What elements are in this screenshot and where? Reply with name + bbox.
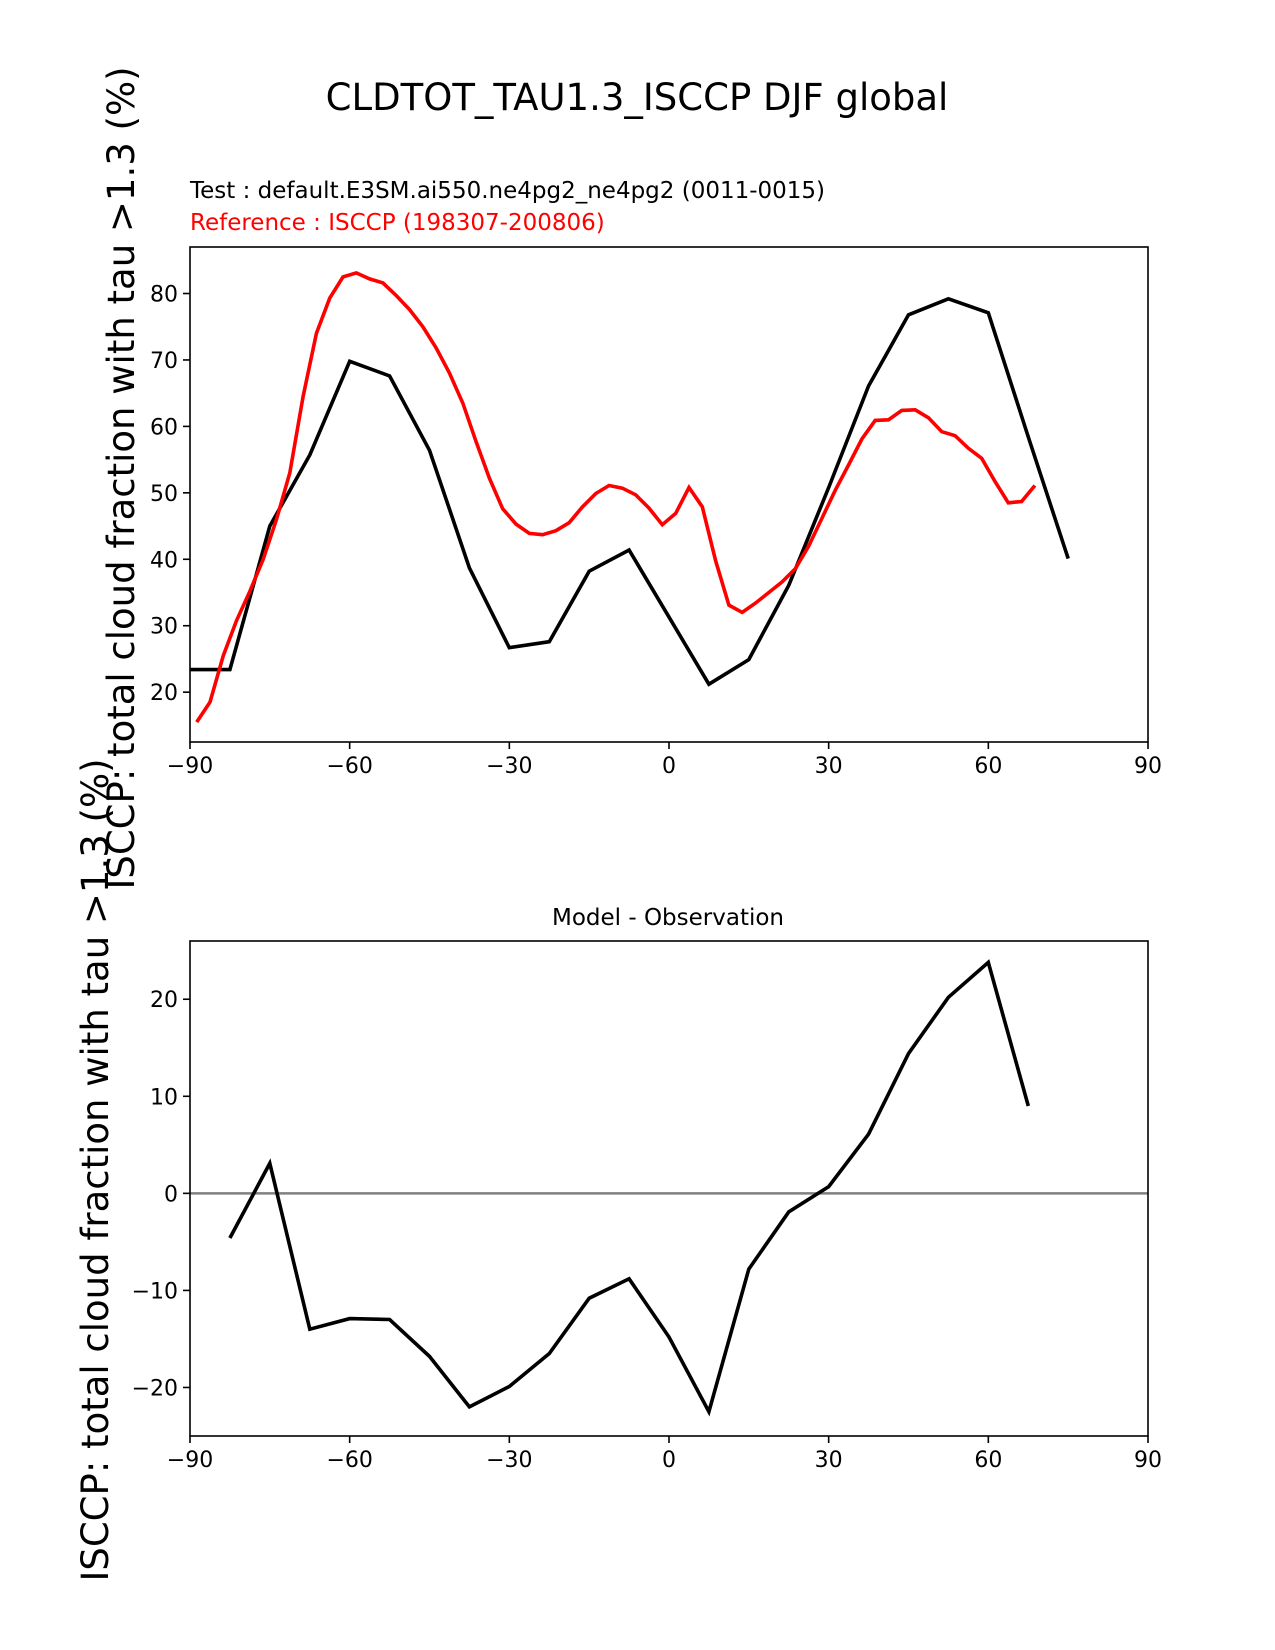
top-series-test <box>190 296 1070 687</box>
bottom-x-tick-label: −90 <box>167 1448 213 1473</box>
top-y-tick-label: 50 <box>150 482 178 507</box>
bottom-chart-title: Model - Observation <box>552 905 784 931</box>
bottom-chart-ylabel: ISCCP: total cloud fraction with tau >1.… <box>74 758 117 1581</box>
bottom-x-tick-label: 90 <box>1134 1448 1162 1473</box>
test-label: Test : default.E3SM.ai550.ne4pg2_ne4pg2 … <box>189 178 825 204</box>
top-y-tick-label: 20 <box>150 681 178 706</box>
top-y-tick-label: 70 <box>150 349 178 374</box>
bottom-x-tick-label: 0 <box>662 1448 676 1473</box>
top-series-reference <box>195 270 1037 724</box>
top-x-tick-label: −30 <box>486 754 532 779</box>
difference-chart: −90 −60 −30 0 30 60 90 −20 −10 0 10 20 <box>132 940 1162 1473</box>
top-y-tick-label: 30 <box>150 615 178 640</box>
top-chart-ylabel: ISCCP: total cloud fraction with tau >1.… <box>100 66 143 889</box>
reference-label: Reference : ISCCP (198307-200806) <box>190 210 605 236</box>
figure-title: CLDTOT_TAU1.3_ISCCP DJF global <box>326 76 949 119</box>
top-x-tick-label: 90 <box>1134 754 1162 779</box>
bottom-y-tick-label: 20 <box>150 988 178 1013</box>
top-y-tick-label: 80 <box>150 283 178 308</box>
bottom-series-model-observation <box>228 959 1031 1417</box>
top-x-tick-label: −90 <box>167 754 213 779</box>
bottom-y-tick-label: 0 <box>164 1182 178 1207</box>
bottom-y-tick-label: 10 <box>150 1085 178 1110</box>
top-x-tick-label: −60 <box>326 754 372 779</box>
bottom-x-tick-label: −60 <box>326 1448 372 1473</box>
bottom-x-tick-label: −30 <box>486 1448 532 1473</box>
bottom-y-tick-label: −10 <box>132 1279 178 1304</box>
top-x-tick-label: 60 <box>974 754 1002 779</box>
top-x-tick-label: 0 <box>662 754 676 779</box>
top-y-tick-label: 60 <box>150 415 178 440</box>
bottom-x-tick-label: 60 <box>974 1448 1002 1473</box>
bottom-y-tick-label: −20 <box>132 1376 178 1401</box>
top-y-tick-label: 40 <box>150 548 178 573</box>
bottom-x-tick-label: 30 <box>815 1448 843 1473</box>
top-chart: −90 −60 −30 0 30 60 90 20 30 40 50 60 70 80 <box>150 246 1162 779</box>
top-x-tick-label: 30 <box>815 754 843 779</box>
